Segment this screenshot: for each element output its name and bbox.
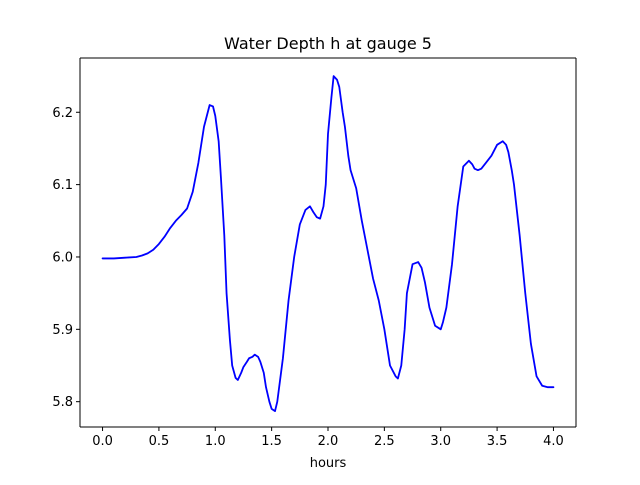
x-tick-label: 0.5	[149, 434, 170, 449]
series-layer	[101, 75, 555, 412]
y-tick-label: 6.0	[52, 250, 73, 265]
series-line-0	[101, 75, 555, 412]
y-axis: 5.8 5.9 6.0 6.1 6.2	[52, 106, 80, 410]
y-tick-label: 5.8	[52, 395, 73, 410]
x-tick-label: 3.0	[430, 434, 451, 449]
chart-title: Water Depth h at gauge 5	[224, 34, 432, 53]
plot-area	[80, 58, 576, 427]
x-tick-label: 4.0	[543, 434, 564, 449]
x-tick-label: 2.0	[318, 434, 339, 449]
x-axis-label: hours	[310, 456, 347, 471]
x-tick-label: 2.5	[374, 434, 395, 449]
x-tick-label: 3.5	[487, 434, 508, 449]
x-tick-label: 1.5	[261, 434, 282, 449]
y-tick-label: 6.1	[52, 178, 73, 193]
x-tick-label: 1.0	[205, 434, 226, 449]
y-tick-label: 6.2	[52, 106, 73, 121]
x-axis: 0.0 0.5 1.0 1.5 2.0 2.5 3.0 3.5 4.0	[92, 427, 564, 449]
x-tick-label: 0.0	[92, 434, 113, 449]
y-tick-label: 5.9	[52, 323, 73, 338]
